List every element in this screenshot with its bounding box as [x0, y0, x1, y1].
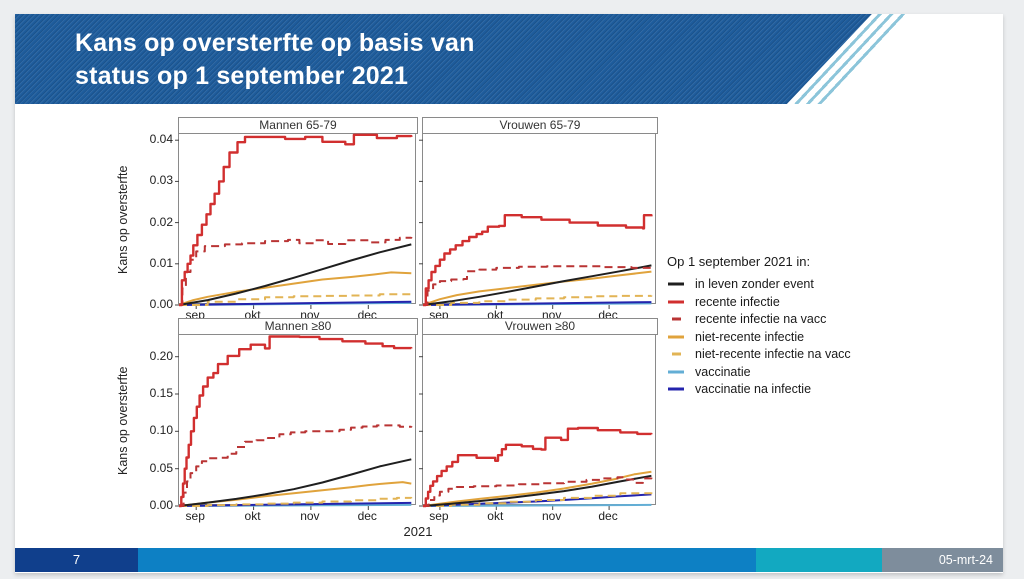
legend-swatch-recente_infectie [668, 300, 684, 303]
legend-item-niet_recente_infectie_na_vacc: niet-recente infectie na vacc [667, 347, 967, 361]
legend-item-in_leven_zonder_event: in leven zonder event [667, 277, 967, 291]
legend-item-vaccinatie_na_infectie: vaccinatie na infectie [667, 382, 967, 396]
legend-swatch-niet_recente_infectie [668, 335, 684, 338]
y-tick-label: 0.15 [149, 385, 173, 400]
y-axis-title-top: Kans op oversterfte [116, 165, 130, 274]
y-axis-ticks-top: 0.00 0.01 0.02 0.03 0.04 [137, 132, 173, 311]
x-axis-ticks-mannen-80plus: sep okt nov dec [178, 509, 416, 523]
legend: Op 1 september 2021 in: in leven zonder … [667, 254, 967, 400]
legend-label: recente infectie [695, 294, 780, 309]
legend-swatch-vaccinatie_na_infectie [668, 387, 684, 391]
y-tick-label: 0.01 [149, 255, 173, 270]
y-tick-label: 0.04 [149, 132, 173, 147]
plot-mannen-80plus [175, 334, 416, 510]
legend-item-vaccinatie: vaccinatie [667, 365, 967, 379]
legend-label: niet-recente infectie [695, 329, 805, 344]
y-tick-label: 0.10 [149, 423, 173, 438]
y-axis-ticks-bottom: 0.00 0.05 0.10 0.15 0.20 [137, 334, 173, 512]
legend-items: in leven zonder event recente infectie rec… [667, 277, 967, 396]
panel-title-mannen-80plus: Mannen ≥80 [178, 318, 418, 335]
panel-title-mannen-65-79: Mannen 65-79 [178, 117, 418, 134]
legend-label: vaccinatie na infectie [695, 382, 812, 396]
panel-title-vrouwen-80plus: Vrouwen ≥80 [422, 318, 658, 335]
slide-header: Kans op oversterfte op basis van status … [15, 14, 935, 104]
x-tick-label: nov [541, 509, 562, 523]
footer-blue-segment [138, 548, 756, 572]
x-tick-label: nov [300, 509, 320, 523]
slide-title: Kans op oversterfte op basis van status … [75, 27, 475, 93]
legend-swatch-in_leven_zonder_event [668, 282, 684, 286]
legend-item-niet_recente_infectie: niet-recente infectie [667, 330, 967, 344]
slide-title-line2: status op 1 september 2021 [75, 62, 409, 90]
slide-date: 05-mrt-24 [882, 548, 1003, 572]
panel-title-vrouwen-65-79: Vrouwen 65-79 [422, 117, 658, 134]
legend-label: niet-recente infectie na vacc [695, 347, 851, 361]
legend-label: recente infectie na vacc [695, 312, 827, 326]
x-tick-label: okt [244, 509, 261, 523]
legend-swatch-niet_recente_infectie_na_vacc [672, 352, 681, 356]
legend-item-recente_infectie: recente infectie [667, 295, 967, 309]
y-tick-label: 0.03 [149, 173, 173, 188]
slide: Kans op oversterfte op basis van status … [15, 14, 1003, 573]
x-tick-label: sep [429, 509, 449, 523]
legend-swatch-vaccinatie [668, 370, 684, 373]
header-blue-banner [15, 14, 872, 104]
y-tick-label: 0.05 [149, 460, 173, 475]
x-tick-label: okt [487, 509, 504, 523]
plot-vrouwen-65-79 [419, 133, 656, 309]
legend-item-recente_infectie_na_vacc: recente infectie na vacc [667, 312, 967, 326]
x-tick-label: dec [357, 509, 377, 523]
y-tick-label: 0.00 [149, 297, 173, 311]
footer-bar: 7 05-mrt-24 [15, 548, 1003, 572]
legend-title: Op 1 september 2021 in: [667, 254, 811, 269]
legend-swatch-recente_infectie_na_vacc [672, 317, 681, 321]
slide-title-line1: Kans op oversterfte op basis van [75, 29, 475, 57]
y-tick-label: 0.02 [149, 214, 173, 229]
y-tick-label: 0.20 [149, 348, 173, 363]
x-axis-ticks-vrouwen-80plus: sep okt nov dec [422, 509, 656, 523]
footer-teal-segment [756, 548, 882, 572]
y-axis-title-bottom: Kans op oversterfte [116, 366, 130, 475]
plot-mannen-65-79 [175, 133, 416, 309]
legend-label: in leven zonder event [695, 277, 814, 291]
x-axis-title: 2021 [403, 524, 433, 539]
plot-vrouwen-80plus [419, 334, 656, 510]
page-number: 7 [15, 548, 138, 572]
legend-label: vaccinatie [695, 364, 751, 379]
y-tick-label: 0.00 [149, 498, 173, 512]
x-tick-label: sep [185, 509, 205, 523]
x-tick-label: dec [598, 509, 618, 523]
